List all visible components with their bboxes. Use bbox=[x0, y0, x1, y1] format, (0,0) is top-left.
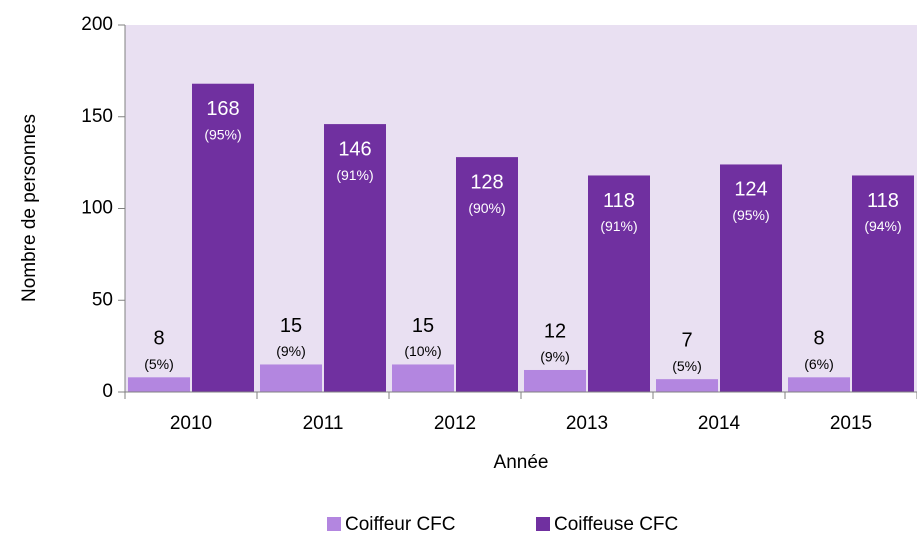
share-label: (9%) bbox=[540, 349, 570, 365]
share-label: (10%) bbox=[404, 343, 441, 359]
share-label: (95%) bbox=[204, 126, 241, 142]
bar bbox=[524, 369, 586, 392]
value-label: 118 bbox=[603, 190, 635, 212]
y-tick-label: 0 bbox=[102, 381, 113, 402]
share-label: (9%) bbox=[276, 343, 306, 359]
bar bbox=[324, 124, 386, 392]
bar bbox=[260, 364, 322, 392]
value-label: 8 bbox=[813, 328, 824, 350]
bar bbox=[720, 164, 782, 392]
value-label: 168 bbox=[206, 98, 239, 120]
y-tick-label: 100 bbox=[81, 198, 113, 219]
legend-label: Coiffeuse CFC bbox=[554, 514, 678, 535]
x-tick-label: 2010 bbox=[170, 413, 212, 434]
bar bbox=[456, 157, 518, 392]
x-axis-title: Année bbox=[494, 452, 549, 473]
x-tick-label: 2014 bbox=[698, 413, 741, 434]
bar bbox=[392, 364, 454, 392]
value-label: 8 bbox=[153, 328, 164, 350]
legend-swatch bbox=[327, 517, 341, 531]
value-label: 12 bbox=[544, 320, 566, 342]
y-tick-label: 50 bbox=[92, 289, 113, 310]
bar bbox=[788, 377, 850, 392]
bar bbox=[588, 175, 650, 392]
bar bbox=[852, 175, 914, 392]
value-label: 7 bbox=[681, 329, 692, 351]
share-label: (5%) bbox=[144, 356, 174, 372]
value-label: 118 bbox=[867, 190, 899, 212]
value-label: 124 bbox=[734, 179, 767, 201]
value-label: 146 bbox=[338, 138, 371, 160]
plot-area bbox=[125, 25, 917, 392]
bar bbox=[128, 377, 190, 392]
bar bbox=[656, 379, 718, 392]
x-tick-label: 2011 bbox=[303, 413, 344, 434]
share-label: (91%) bbox=[336, 167, 373, 183]
x-tick-label: 2015 bbox=[830, 413, 872, 434]
share-label: (6%) bbox=[804, 356, 834, 372]
share-label: (5%) bbox=[672, 358, 702, 374]
x-tick-label: 2012 bbox=[434, 413, 476, 434]
value-label: 128 bbox=[470, 171, 503, 193]
y-axis-title: Nombre de personnes bbox=[19, 114, 40, 302]
legend-swatch bbox=[536, 517, 550, 531]
share-label: (91%) bbox=[600, 218, 637, 234]
share-label: (90%) bbox=[468, 200, 505, 216]
value-label: 15 bbox=[412, 315, 434, 337]
value-label: 15 bbox=[280, 315, 302, 337]
share-label: (95%) bbox=[732, 207, 769, 223]
legend-label: Coiffeur CFC bbox=[345, 514, 456, 535]
x-tick-label: 2013 bbox=[566, 413, 608, 434]
bar bbox=[192, 83, 254, 392]
y-tick-label: 150 bbox=[81, 106, 113, 127]
share-label: (94%) bbox=[864, 218, 901, 234]
y-tick-label: 200 bbox=[81, 14, 113, 35]
